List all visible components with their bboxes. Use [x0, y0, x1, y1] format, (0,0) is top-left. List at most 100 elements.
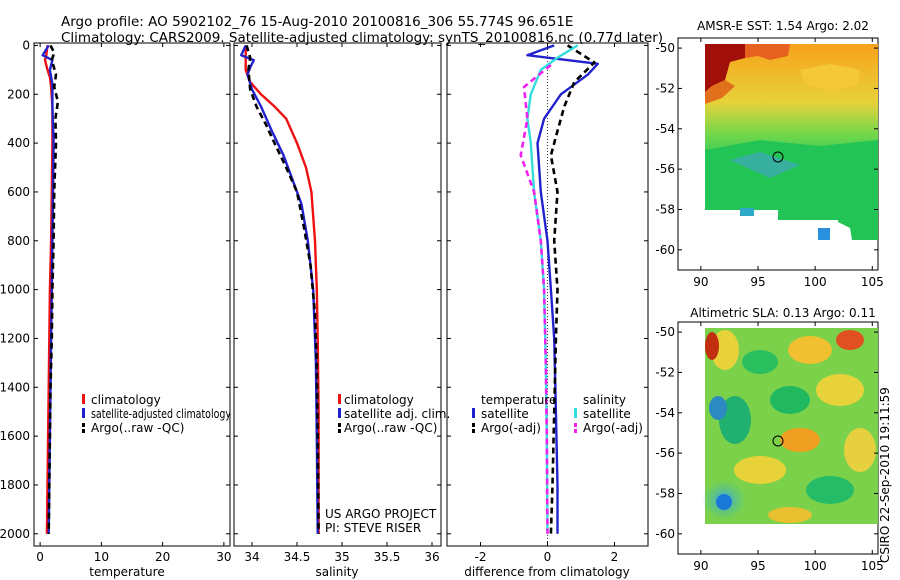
- map-y-tick-label: -50: [655, 41, 675, 55]
- legend-label: Argo(..raw -QC): [91, 421, 184, 435]
- salinity-axes: [233, 42, 442, 547]
- y-tick-label: 2000: [0, 527, 30, 541]
- map-x-tick-label: 100: [804, 559, 827, 573]
- x-tick-label: 34.5: [284, 550, 311, 564]
- temperature-profile-series: [41, 44, 60, 534]
- legend-label: satellite adj. clim.: [344, 407, 450, 421]
- map-x-tick-label: 95: [750, 275, 765, 289]
- y-tick-label: 1000: [0, 283, 30, 297]
- legend-label: Argo(..raw -QC): [344, 421, 437, 435]
- map-y-tick-label: -58: [655, 202, 675, 216]
- x-tick-label: 34: [244, 550, 259, 564]
- temperature-legend: climatology satellite-adjusted climatolo…: [82, 393, 231, 435]
- legend-swatch-sal-satellite: [574, 408, 577, 418]
- legend-swatch-argo: [472, 429, 475, 433]
- figure-title-line2: Climatology: CARS2009. Satellite-adjuste…: [61, 30, 663, 46]
- series-line-argo-raw-qc-: [245, 45, 320, 534]
- map-y-tick-label: -54: [655, 122, 675, 136]
- difference-profile-series: [519, 44, 599, 534]
- map-y-tick-label: -56: [655, 162, 675, 176]
- series-line-salinity-satellite: [526, 44, 579, 534]
- salinity-xlabel: salinity: [315, 565, 358, 579]
- legend-label: Argo(-adj): [583, 421, 643, 435]
- legend-swatch-climatology: [82, 394, 85, 404]
- x-tick-label: 36: [424, 550, 439, 564]
- sla-map-title: Altimetric SLA: 0.13 Argo: 0.11: [690, 306, 875, 320]
- series-line-temperature-argo-adj-: [549, 44, 596, 534]
- map-y-tick-label: -58: [655, 486, 675, 500]
- difference-legend: temperature satellite Argo(-adj) salinit…: [472, 393, 643, 435]
- map-x-tick-label: 105: [861, 559, 884, 573]
- legend-swatch-climatology: [338, 394, 341, 404]
- sst-map-panel: AMSR-E SST: 1.54 Argo: 2.02 90 95 100 105 -5…: [655, 19, 883, 289]
- sla-argo-marker: [772, 435, 784, 447]
- map-y-tick-label: -60: [655, 527, 675, 541]
- x-tick-label: -2: [475, 550, 487, 564]
- project-annotation-line1: US ARGO PROJECT: [325, 507, 437, 521]
- project-annotation-line2: PI: STEVE RISER: [325, 521, 421, 535]
- x-tick-label: 0: [36, 550, 44, 564]
- legend-label: satellite: [583, 407, 631, 421]
- legend-label: climatology: [344, 393, 414, 407]
- y-tick-label: 0: [22, 38, 30, 52]
- sst-map-title: AMSR-E SST: 1.54 Argo: 2.02: [697, 19, 869, 33]
- map-y-tick-label: -60: [655, 243, 675, 257]
- x-tick-label: 30: [216, 550, 231, 564]
- series-line-satellite-adjusted-climatology: [41, 44, 55, 534]
- y-tick-label: 1400: [0, 380, 30, 394]
- map-x-tick-label: 90: [693, 275, 708, 289]
- legend-swatch-argo: [472, 423, 475, 427]
- map-x-tick-label: 95: [750, 559, 765, 573]
- legend-swatch-sal-argo: [574, 423, 577, 427]
- y-tick-label: 400: [7, 136, 30, 150]
- x-tick-label: 35: [334, 550, 349, 564]
- legend-label: satellite: [481, 407, 529, 421]
- y-tick-label: 800: [7, 234, 30, 248]
- legend-heading-temperature: temperature: [481, 393, 556, 407]
- sla-map-panel: Altimetric SLA: 0.13 Argo: 0.11 90 95 100 1…: [655, 306, 883, 573]
- series-line-argo-raw-qc-: [47, 44, 60, 534]
- legend-swatch-argo: [338, 429, 341, 433]
- x-tick-label: 2: [611, 550, 619, 564]
- legend-swatch-satellite: [82, 408, 85, 418]
- difference-xlabel: difference from climatology: [464, 565, 630, 579]
- salinity-profile-series: [239, 44, 320, 534]
- x-tick-label: 35.5: [374, 550, 401, 564]
- salinity-legend: climatology satellite adj. clim. Argo(..…: [325, 393, 450, 535]
- legend-swatch-sal-argo: [574, 429, 577, 433]
- x-tick-label: 20: [155, 550, 170, 564]
- map-y-tick-label: -50: [655, 325, 675, 339]
- legend-swatch-argo: [338, 423, 341, 427]
- map-y-tick-label: -54: [655, 406, 675, 420]
- y-tick-label: 600: [7, 185, 30, 199]
- legend-label: Argo(-adj): [481, 421, 541, 435]
- temperature-xlabel: temperature: [89, 565, 164, 579]
- figure-title-line1: Argo profile: AO 5902102_76 15-Aug-2010 …: [61, 14, 573, 30]
- legend-heading-salinity: salinity: [583, 393, 626, 407]
- map-x-tick-label: 90: [693, 559, 708, 573]
- map-y-tick-label: -52: [655, 81, 675, 95]
- y-tick-label: 200: [7, 87, 30, 101]
- series-line-salinity-argo-adj-: [519, 63, 552, 534]
- series-line-temperature-satellite: [526, 44, 599, 534]
- sla-field: [702, 328, 878, 524]
- side-timestamp: CSIRO 22-Sep-2010 19:11:59: [878, 387, 892, 563]
- legend-label: satellite-adjusted climatology: [91, 407, 231, 421]
- y-tick-label: 1600: [0, 429, 30, 443]
- x-tick-label: 0: [544, 550, 552, 564]
- map-x-tick-label: 100: [804, 275, 827, 289]
- legend-swatch-satellite: [338, 408, 341, 418]
- legend-swatch-satellite: [472, 408, 475, 418]
- series-line-climatology: [244, 45, 320, 534]
- map-x-tick-label: 105: [861, 275, 884, 289]
- temperature-axes: [33, 42, 231, 547]
- legend-swatch-argo: [82, 429, 85, 433]
- series-line-satellite-adj-clim-: [239, 44, 319, 534]
- map-y-tick-label: -52: [655, 365, 675, 379]
- y-tick-label: 1800: [0, 478, 30, 492]
- sst-argo-marker: [772, 151, 784, 163]
- legend-label: climatology: [91, 393, 161, 407]
- sst-field: [705, 44, 878, 240]
- map-y-tick-label: -56: [655, 446, 675, 460]
